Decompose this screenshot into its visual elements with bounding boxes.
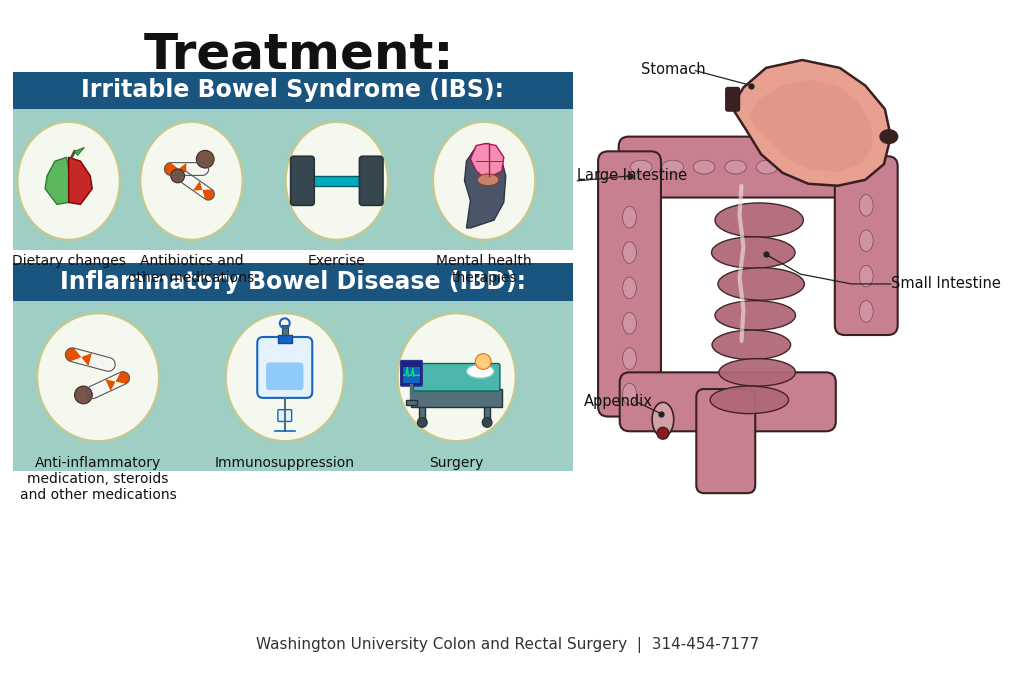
Polygon shape [750, 79, 873, 172]
Text: Mental health
therapies: Mental health therapies [436, 254, 531, 285]
FancyBboxPatch shape [620, 372, 836, 431]
Circle shape [418, 417, 427, 427]
Ellipse shape [718, 268, 805, 300]
Ellipse shape [710, 386, 788, 414]
Bar [406, 400, 418, 404]
Ellipse shape [652, 402, 674, 437]
Ellipse shape [37, 314, 159, 441]
Text: Immunosuppression: Immunosuppression [215, 456, 354, 470]
Polygon shape [732, 60, 891, 186]
Bar [412, 389, 502, 406]
Polygon shape [69, 157, 92, 205]
Text: Washington University Colon and Rectal Surgery  |  314-454-7177: Washington University Colon and Rectal S… [256, 637, 759, 653]
Ellipse shape [286, 122, 388, 240]
Ellipse shape [657, 427, 669, 439]
Ellipse shape [725, 160, 746, 174]
Circle shape [75, 386, 92, 404]
Text: Stomach: Stomach [641, 63, 706, 77]
Polygon shape [165, 163, 186, 176]
FancyBboxPatch shape [12, 263, 572, 301]
Text: Irritable Bowel Syndrome (IBS):: Irritable Bowel Syndrome (IBS): [81, 79, 504, 102]
Polygon shape [105, 371, 129, 391]
Ellipse shape [859, 265, 873, 287]
Text: Treatment:: Treatment: [144, 30, 455, 79]
Bar [402, 367, 420, 383]
Ellipse shape [719, 359, 796, 386]
FancyBboxPatch shape [12, 109, 572, 250]
Bar [12, 250, 572, 264]
Ellipse shape [433, 122, 536, 240]
FancyBboxPatch shape [726, 87, 739, 111]
FancyBboxPatch shape [835, 156, 898, 335]
Polygon shape [465, 143, 506, 228]
Ellipse shape [712, 237, 795, 269]
Ellipse shape [757, 160, 778, 174]
Ellipse shape [819, 160, 841, 174]
Polygon shape [186, 163, 209, 176]
Ellipse shape [631, 160, 652, 174]
Ellipse shape [623, 348, 636, 369]
Ellipse shape [467, 365, 494, 378]
FancyBboxPatch shape [291, 156, 314, 205]
Ellipse shape [623, 383, 636, 404]
Text: Surgery: Surgery [429, 456, 483, 470]
Polygon shape [86, 380, 111, 398]
FancyBboxPatch shape [414, 363, 500, 391]
Circle shape [197, 150, 214, 168]
Polygon shape [193, 181, 214, 200]
Circle shape [482, 417, 492, 427]
Text: Small Intestine: Small Intestine [891, 277, 1000, 291]
Bar [309, 176, 365, 186]
Polygon shape [66, 348, 92, 366]
Ellipse shape [715, 203, 804, 238]
Polygon shape [178, 172, 200, 190]
FancyBboxPatch shape [12, 301, 572, 470]
Ellipse shape [662, 160, 684, 174]
Polygon shape [75, 147, 84, 155]
FancyBboxPatch shape [266, 363, 303, 390]
Bar [278, 335, 292, 343]
Text: Large Intestine: Large Intestine [578, 168, 687, 184]
Bar [282, 325, 288, 335]
Ellipse shape [623, 312, 636, 334]
Ellipse shape [623, 277, 636, 299]
Ellipse shape [859, 301, 873, 322]
Ellipse shape [17, 122, 120, 240]
FancyBboxPatch shape [12, 72, 572, 109]
Text: Dietary changes: Dietary changes [11, 254, 126, 269]
Circle shape [171, 169, 184, 183]
Ellipse shape [226, 314, 344, 441]
Text: Appendix: Appendix [585, 394, 653, 409]
Bar [419, 406, 425, 421]
FancyBboxPatch shape [618, 137, 886, 197]
Polygon shape [45, 157, 69, 205]
FancyBboxPatch shape [696, 389, 756, 493]
Ellipse shape [397, 314, 516, 441]
FancyBboxPatch shape [278, 410, 292, 421]
Bar [484, 406, 490, 421]
Text: Exercise: Exercise [308, 254, 366, 269]
Ellipse shape [477, 174, 499, 186]
Ellipse shape [880, 130, 898, 143]
FancyBboxPatch shape [598, 151, 660, 417]
Ellipse shape [787, 160, 809, 174]
FancyBboxPatch shape [359, 156, 383, 205]
Ellipse shape [693, 160, 715, 174]
FancyBboxPatch shape [257, 337, 312, 398]
Ellipse shape [623, 242, 636, 263]
Ellipse shape [712, 330, 791, 359]
Ellipse shape [859, 230, 873, 252]
Circle shape [475, 354, 492, 369]
Text: Inflammatory Bowel Disease (IBD):: Inflammatory Bowel Disease (IBD): [59, 270, 525, 294]
FancyBboxPatch shape [400, 361, 422, 386]
Text: Antibiotics and
other medications: Antibiotics and other medications [128, 254, 255, 285]
Ellipse shape [715, 301, 796, 330]
Polygon shape [88, 353, 115, 371]
Ellipse shape [623, 207, 636, 228]
Text: Anti-inflammatory
medication, steroids
and other medications: Anti-inflammatory medication, steroids a… [19, 456, 176, 502]
Ellipse shape [140, 122, 243, 240]
Polygon shape [470, 143, 504, 176]
Ellipse shape [859, 194, 873, 216]
